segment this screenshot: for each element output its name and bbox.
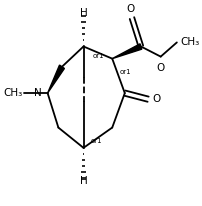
Text: H: H: [80, 176, 87, 186]
Text: H: H: [80, 8, 87, 18]
Text: O: O: [126, 4, 134, 14]
Text: N: N: [35, 88, 42, 98]
Text: CH₃: CH₃: [3, 88, 22, 98]
Text: or1: or1: [93, 53, 104, 59]
Text: or1: or1: [91, 138, 102, 144]
Text: or1: or1: [119, 69, 131, 75]
Polygon shape: [112, 44, 142, 59]
Polygon shape: [48, 65, 64, 93]
Text: O: O: [153, 94, 161, 104]
Text: CH₃: CH₃: [180, 37, 200, 47]
Text: O: O: [157, 63, 165, 73]
